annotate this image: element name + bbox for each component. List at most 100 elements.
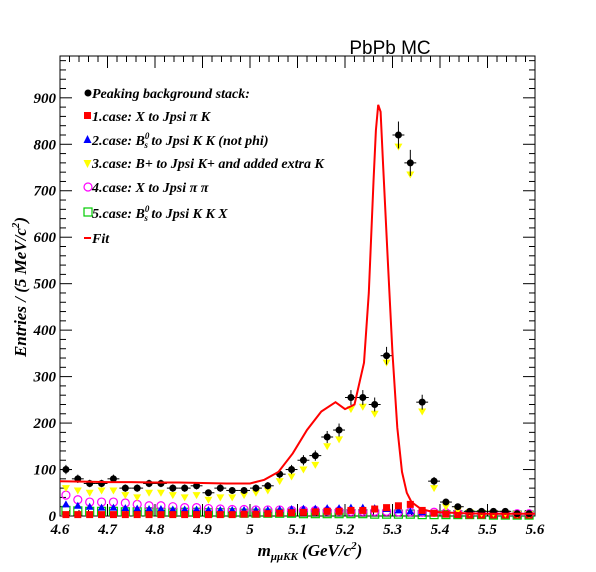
data-point [299, 466, 308, 474]
data-point [181, 484, 189, 492]
data-point [430, 477, 438, 485]
x-axis-title: mμμKK (GeV/c2) [258, 540, 363, 563]
data-point [145, 505, 154, 513]
data-point [454, 511, 462, 519]
data-point [418, 398, 426, 406]
data-point [406, 159, 414, 167]
data-point [323, 443, 332, 451]
legend-label-data: Peaking background stack: [92, 87, 250, 102]
data-point [192, 492, 201, 500]
data-point [394, 506, 403, 514]
data-point [323, 433, 331, 441]
legend-marker-case5 [83, 207, 93, 217]
data-point [264, 510, 272, 518]
data-point [121, 511, 129, 519]
data-point [180, 505, 189, 513]
y-axis-title: Entries / (5 MeV/c2) [10, 217, 30, 358]
data-point [275, 478, 284, 486]
data-point [441, 503, 450, 511]
data-point [97, 487, 106, 495]
legend-marker-case4 [83, 182, 93, 192]
y-tick-label: 0 [49, 509, 57, 525]
data-point [430, 485, 439, 493]
data-point [454, 503, 462, 511]
data-point [109, 503, 118, 511]
data-point [418, 506, 426, 514]
x-tick-label: 4.7 [97, 522, 117, 538]
legend-entry-case4: 4.case: X to Jpsi π π [83, 181, 209, 196]
data-point [62, 511, 70, 519]
y-tick-label: 700 [34, 184, 57, 200]
data-point [288, 509, 296, 517]
data-point [61, 500, 70, 508]
data-point [406, 500, 414, 508]
data-point [109, 511, 117, 519]
data-point [168, 492, 177, 500]
data-point [193, 511, 201, 519]
data-point [133, 504, 142, 512]
data-point [157, 511, 165, 519]
legend-label-fit: Fit [91, 232, 110, 247]
data-point [133, 494, 142, 502]
data-point [323, 507, 331, 515]
data-point [145, 479, 153, 487]
data-point [133, 484, 141, 492]
data-point [359, 506, 367, 514]
data-point [406, 507, 415, 515]
series-0 [60, 121, 535, 518]
y-tick-label: 600 [34, 230, 57, 246]
data-point [181, 511, 189, 519]
data-point [418, 408, 427, 416]
data-point [371, 400, 379, 408]
data-point [240, 510, 248, 518]
fit-curve [59, 104, 535, 515]
x-tick-label: 4.6 [50, 522, 70, 538]
chart-title: PbPb MC [349, 38, 430, 59]
data-point [145, 511, 153, 519]
data-point [62, 466, 70, 474]
data-point [228, 511, 236, 519]
data-point [394, 502, 402, 510]
data-point [169, 484, 177, 492]
data-point [347, 394, 355, 402]
data-point [121, 484, 129, 492]
legend-label-case5: 5.case: B0 s to Jpsi K K X [92, 204, 228, 223]
data-point [311, 452, 319, 460]
legend-label-case1: 1.case: X to Jpsi π K [92, 110, 212, 125]
x-tick-label: 5.3 [383, 522, 402, 538]
y-tick-label: 800 [34, 137, 57, 153]
data-point [252, 484, 260, 492]
data-point [311, 508, 319, 516]
data-point [73, 501, 82, 509]
x-tick-label: 5.2 [336, 522, 355, 538]
x-tick-label: 5.6 [526, 522, 545, 538]
x-tick-label: 4.9 [192, 522, 212, 538]
data-point [98, 511, 106, 519]
plot-frame [59, 55, 536, 517]
y-tick-labels: 0 100 200 300 400 500 600 700 800 900 [33, 91, 57, 525]
data-point [73, 487, 82, 495]
data-point [74, 511, 82, 519]
legend: Peaking background stack: 1.case: X to J… [83, 87, 325, 247]
data-point [276, 509, 284, 517]
legend-label-case3: 3.case: B+ to Jpsi K+ and added extra K [91, 157, 325, 172]
data-point [204, 496, 213, 504]
y-tick-label: 900 [34, 91, 57, 107]
series-layer [60, 121, 535, 520]
data-point [370, 410, 379, 418]
data-point [180, 494, 189, 502]
legend-label-case2: 2.case: B0 s to Jpsi K K (not phi) [91, 131, 269, 150]
data-point [204, 489, 212, 497]
legend-entry-case3: 3.case: B+ to Jpsi K+ and added extra K [83, 157, 325, 172]
data-point [383, 504, 391, 512]
data-point [216, 511, 224, 519]
legend-entry-case1: 1.case: X to Jpsi π K [84, 110, 212, 125]
legend-marker-case1 [84, 112, 91, 119]
data-point [251, 489, 260, 497]
data-point [442, 510, 450, 518]
data-point [85, 502, 94, 510]
x-tick-label: 5.5 [478, 522, 497, 538]
data-point [371, 505, 379, 513]
data-point [156, 505, 165, 513]
data-point [442, 498, 450, 506]
